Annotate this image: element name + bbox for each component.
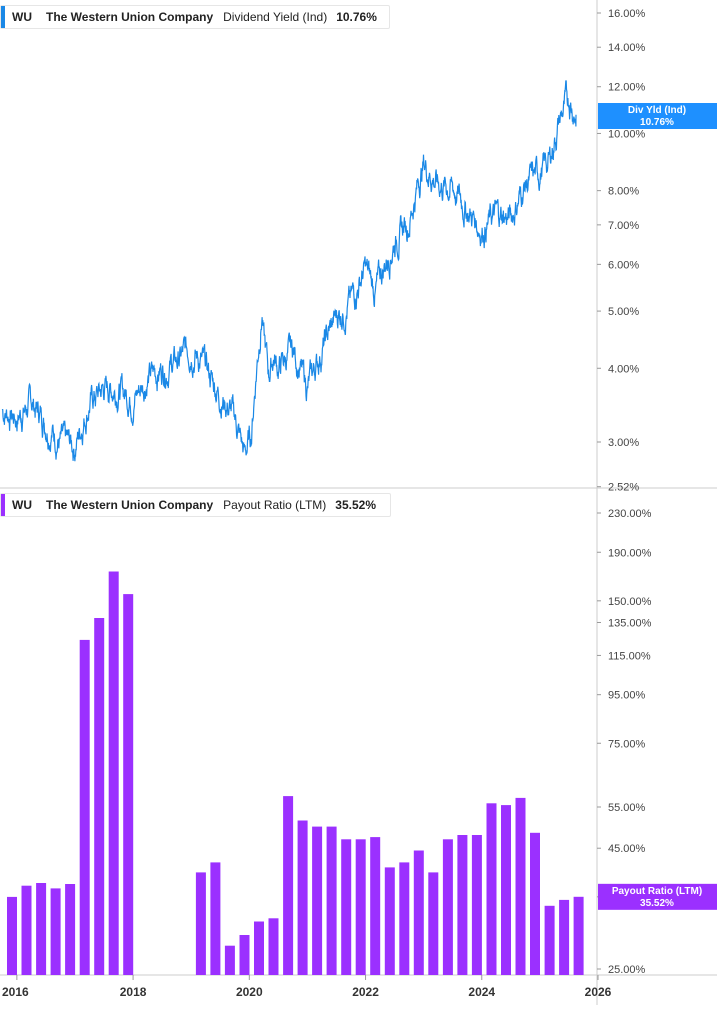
payout-ratio-legend[interactable]: WU The Western Union Company Payout Rati… (0, 493, 391, 517)
x-tick-label: 2020 (236, 985, 263, 999)
y-tick-label: 115.00% (608, 650, 651, 662)
y-tick-label: 190.00% (608, 547, 652, 559)
payout-ratio-bar (283, 796, 294, 975)
payout-ratio-bar (50, 888, 61, 975)
payout-ratio-bar (399, 862, 410, 975)
dividend-yield-flag-label: Div Yld (Ind) (628, 105, 686, 116)
payout-ratio-bar (254, 921, 264, 975)
y-tick-label: 25.00% (608, 964, 646, 976)
y-tick-label: 6.00% (608, 259, 639, 271)
y-tick-label: 95.00% (608, 690, 646, 702)
payout-ratio-bar (501, 805, 511, 975)
y-tick-label: 7.00% (608, 220, 639, 232)
payout-ratio-bar (471, 835, 482, 975)
x-tick-label: 2022 (352, 985, 379, 999)
legend-ticker: WU (12, 10, 32, 24)
y-tick-label: 16.00% (608, 8, 646, 20)
payout-ratio-flag-value: 35.52% (640, 898, 674, 909)
payout-ratio-bar (268, 918, 279, 975)
legend-metric: Dividend Yield (Ind) (223, 10, 328, 24)
payout-ratio-bar (544, 905, 555, 975)
y-tick-label: 230.00% (608, 508, 652, 520)
payout-ratio-bar (7, 896, 17, 975)
payout-ratio-bar (355, 839, 366, 975)
y-tick-label: 150.00% (608, 596, 652, 608)
payout-ratio-bar (224, 945, 235, 975)
payout-ratio-bar (326, 826, 337, 975)
y-tick-label: 2.52% (608, 482, 639, 494)
y-tick-label: 14.00% (608, 42, 646, 54)
dividend-yield-flag (598, 103, 717, 129)
x-tick-label: 2026 (585, 985, 612, 999)
payout-ratio-bar (413, 850, 424, 975)
payout-ratio-bar (428, 872, 439, 975)
y-tick-label: 45.00% (608, 843, 646, 855)
payout-ratio-bar (384, 867, 395, 975)
payout-ratio-bar (239, 935, 250, 975)
y-tick-label: 12.00% (608, 82, 646, 94)
payout-ratio-bar (297, 820, 308, 975)
payout-ratio-bar (79, 639, 90, 975)
legend-company-name: The Western Union Company (46, 498, 214, 512)
payout-ratio-bar (442, 839, 453, 975)
payout-ratio-bar (457, 835, 468, 975)
payout-ratio-bar (312, 826, 323, 975)
payout-ratio-bar (65, 884, 76, 975)
legend-value: 35.52% (335, 498, 376, 512)
payout-ratio-bar (94, 618, 105, 975)
dividend-yield-flag-value: 10.76% (640, 117, 674, 128)
x-tick-label: 2018 (120, 985, 147, 999)
payout-ratio-flag (598, 883, 717, 910)
y-tick-label: 3.00% (608, 437, 639, 449)
payout-ratio-bar (559, 899, 570, 975)
y-tick-label: 75.00% (608, 738, 646, 750)
legend-ticker: WU (12, 498, 32, 512)
payout-ratio-bar (108, 571, 119, 975)
payout-ratio-bar (210, 862, 221, 975)
legend-color-swatch (1, 6, 5, 28)
payout-ratio-bar (370, 837, 381, 975)
payout-ratio-bar (530, 832, 540, 975)
payout-ratio-bar (195, 872, 206, 975)
y-tick-label: 4.00% (608, 363, 639, 375)
payout-ratio-bar (36, 883, 47, 975)
x-tick-label: 2016 (2, 985, 29, 999)
y-tick-label: 135.00% (608, 617, 652, 629)
y-tick-label: 10.00% (608, 128, 646, 140)
dividend-yield-line (1, 80, 577, 462)
legend-value: 10.76% (336, 10, 377, 24)
payout-ratio-bar (341, 839, 352, 975)
payout-ratio-bar (573, 896, 584, 975)
legend-company-name: The Western Union Company (46, 10, 214, 24)
y-tick-label: 5.00% (608, 306, 639, 318)
legend-metric: Payout Ratio (LTM) (223, 498, 327, 512)
y-tick-label: 55.00% (608, 802, 646, 814)
payout-ratio-bar (21, 885, 32, 975)
payout-ratio-bar (515, 797, 526, 975)
x-tick-label: 2024 (468, 985, 495, 999)
payout-ratio-bar (123, 594, 134, 975)
legend-color-swatch (1, 494, 5, 516)
payout-ratio-flag-label: Payout Ratio (LTM) (612, 886, 702, 897)
y-tick-label: 8.00% (608, 186, 639, 198)
payout-ratio-bar (486, 803, 497, 975)
dividend-yield-legend[interactable]: WU The Western Union Company Dividend Yi… (0, 5, 390, 29)
